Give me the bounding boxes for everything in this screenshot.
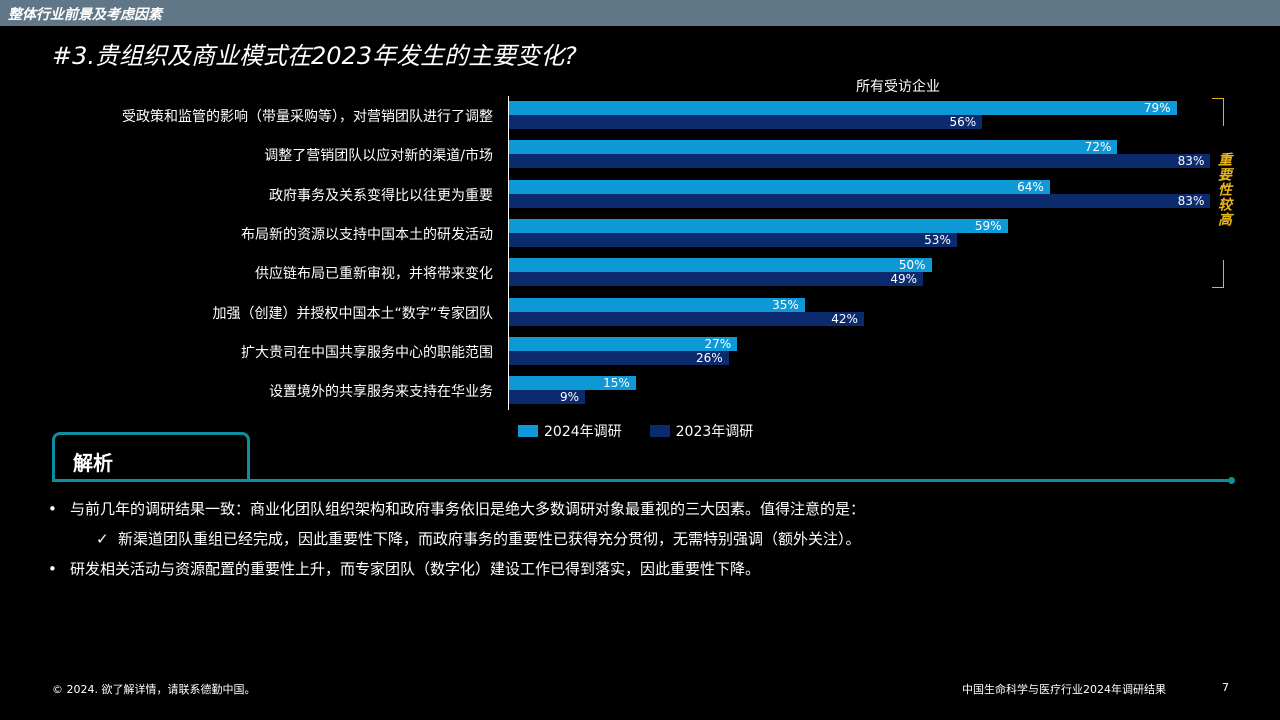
data-label: 79% [1143, 101, 1171, 115]
check-icon: ✓ [96, 530, 109, 548]
bullet-text: 与前几年的调研结果一致：商业化团队组织架构和政府事务依旧是绝大多数调研对象最重视… [70, 500, 866, 518]
bar-2024 [509, 140, 1118, 155]
data-label: 53% [924, 232, 951, 247]
bar-2023 [509, 232, 957, 247]
bar-2023 [509, 154, 1211, 169]
category-label: 供应链布局已重新审视，并将带来变化 [255, 266, 493, 283]
data-label: 72% [1084, 140, 1112, 155]
bar-2024 [509, 179, 1050, 194]
analysis-header: 解析 [52, 432, 250, 480]
bar-2024 [509, 258, 932, 273]
chart-title: 所有受访企业 [856, 79, 940, 95]
footer-report-title: 中国生命科学与医疗行业2024年调研结果 [962, 683, 1166, 696]
category-label: 政府事务及关系变得比以往更为重要 [269, 187, 493, 204]
category-label: 受政策和监管的影响（带量采购等），对营销团队进行了调整 [122, 109, 493, 125]
bar-2023 [509, 390, 586, 405]
bar-2023 [509, 272, 924, 287]
data-label: 9% [560, 390, 580, 405]
category-label: 调整了营销团队以应对新的渠道/市场 [264, 148, 493, 165]
y-axis-line [508, 96, 509, 410]
data-label: 64% [1017, 179, 1044, 194]
analysis-title: 解析 [73, 451, 113, 475]
bar-2023 [509, 311, 864, 326]
data-label: 83% [1177, 193, 1205, 208]
bar-2024 [509, 297, 805, 312]
importance-bracket [1212, 98, 1224, 288]
category-label: 加强（创建）并授权中国本土“数字”专家团队 [212, 305, 493, 322]
data-label: 26% [696, 350, 723, 365]
analysis-divider-dot [1228, 477, 1235, 484]
data-label: 15% [603, 376, 630, 391]
analysis-bullet-1: • 与前几年的调研结果一致：商业化团队组织架构和政府事务依旧是绝大多数调研对象最重… [48, 498, 865, 519]
category-label: 布局新的资源以支持中国本土的研发活动 [241, 226, 493, 243]
data-label: 50% [898, 258, 926, 273]
bullet-marker: • [48, 560, 57, 578]
legend-item-2023: 2023年调研 [649, 421, 754, 441]
importance-annotation: 重要性较高 [1216, 152, 1232, 227]
data-label: 27% [704, 336, 732, 351]
bar-2024 [509, 376, 636, 391]
bar-2023 [509, 193, 1211, 208]
data-label: 56% [949, 115, 977, 129]
section-label: 整体行业前景及考虑因素 [8, 7, 162, 23]
data-label: 83% [1177, 154, 1205, 169]
bullet-text: 新渠道团队重组已经完成，因此重要性下降，而政府事务的重要性已获得充分贯彻，无需特… [118, 530, 861, 548]
page-number: 7 [1222, 681, 1229, 694]
category-label: 设置境外的共享服务来支持在华业务 [269, 384, 493, 401]
legend-swatch-2024 [518, 425, 538, 437]
bar-2023 [509, 350, 729, 365]
footer-copyright: © 2024. 欲了解详情，请联系德勤中国。 [52, 683, 256, 696]
bar-2024 [509, 101, 1177, 115]
bar-2023 [509, 115, 983, 129]
bullet-text: 研发相关活动与资源配置的重要性上升，而专家团队（数字化）建设工作已得到落实，因此… [70, 560, 761, 578]
legend-label-2023: 2023年调研 [675, 424, 754, 440]
analysis-divider [52, 479, 1232, 482]
legend-swatch-2023 [649, 425, 670, 437]
data-label: 35% [772, 297, 799, 312]
top-banner: 整体行业前景及考虑因素 [0, 0, 1280, 26]
bullet-marker: • [48, 500, 57, 518]
legend-label-2024: 2024年调研 [544, 424, 622, 440]
analysis-bullet-2: ✓ 新渠道团队重组已经完成，因此重要性下降，而政府事务的重要性已获得充分贯彻，无需… [96, 528, 861, 549]
chart-legend: 2024年调研 2023年调研 [518, 421, 753, 441]
bar-2024 [509, 218, 1008, 233]
bar-2024 [509, 336, 738, 351]
legend-item-2024: 2024年调研 [518, 421, 622, 441]
data-label: 59% [974, 218, 1002, 233]
category-label: 扩大贵司在中国共享服务中心的职能范围 [241, 344, 493, 361]
slide-title: #3.贵组织及商业模式在2023年发生的主要变化? [52, 42, 577, 70]
analysis-bullet-3: • 研发相关活动与资源配置的重要性上升，而专家团队（数字化）建设工作已得到落实，因… [48, 558, 760, 579]
data-label: 49% [890, 272, 918, 287]
data-label: 42% [831, 311, 858, 326]
